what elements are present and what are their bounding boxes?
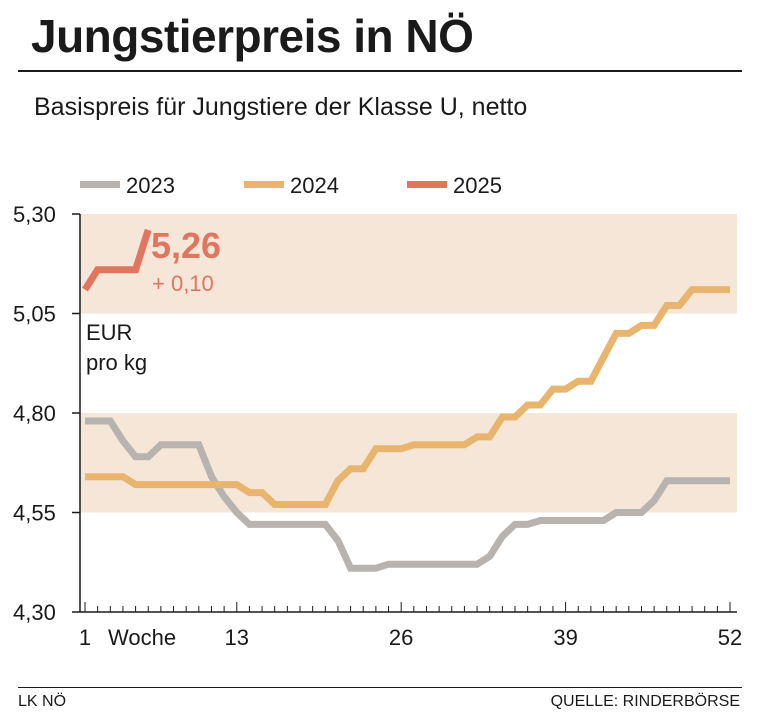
legend-swatch-2023 <box>80 181 120 188</box>
shaded-band-1 <box>80 214 737 314</box>
series-lines <box>82 228 730 572</box>
x-tick-label: 52 <box>718 625 742 650</box>
legend-swatch-2024 <box>244 181 284 188</box>
chart-title: Jungstierpreis in NÖ <box>31 10 474 62</box>
annotations: 5,26 + 0,10 <box>151 225 221 296</box>
footer-source-right: QUELLE: RINDERBÖRSE <box>550 693 740 710</box>
y-unit-label-line1: EUR <box>86 320 132 345</box>
footer-rule <box>18 687 742 688</box>
y-unit-label-line2: pro kg <box>86 350 147 375</box>
series-line-2023 <box>85 417 730 572</box>
x-tick-label: 1 <box>79 625 91 650</box>
legend: 2023 2024 2025 <box>80 173 502 198</box>
x-tick-label: 26 <box>389 625 413 650</box>
latest-value-label: 5,26 <box>151 225 221 266</box>
shaded-band-0 <box>80 413 737 513</box>
shaded-bands <box>80 214 737 513</box>
y-tick-label: 5,05 <box>13 302 56 327</box>
x-tick-label: 13 <box>225 625 249 650</box>
series-line-2024 <box>85 286 730 508</box>
footer-source-left: LK NÖ <box>18 693 67 710</box>
series-line-2025 <box>82 228 152 292</box>
change-label: + 0,10 <box>152 271 214 296</box>
legend-swatch-2025 <box>407 181 447 188</box>
y-tick-label: 5,30 <box>13 202 56 227</box>
legend-label: 2025 <box>453 173 502 198</box>
x-tick-label: 39 <box>553 625 577 650</box>
y-tick-label: 4,55 <box>13 501 56 526</box>
tick-labels: 4,30 4,55 4,80 5,05 5,30 1 13 26 39 52 Woche EUR pro… <box>13 202 742 650</box>
axes <box>72 213 737 613</box>
legend-label: 2024 <box>290 173 339 198</box>
y-tick-label: 4,80 <box>13 401 56 426</box>
chart-subtitle: Basispreis für Jungstiere der Klasse U, … <box>34 93 528 121</box>
x-axis-label: Woche <box>108 625 176 650</box>
y-tick-label: 4,30 <box>13 600 56 625</box>
title-rule <box>18 70 742 72</box>
legend-label: 2023 <box>126 173 175 198</box>
